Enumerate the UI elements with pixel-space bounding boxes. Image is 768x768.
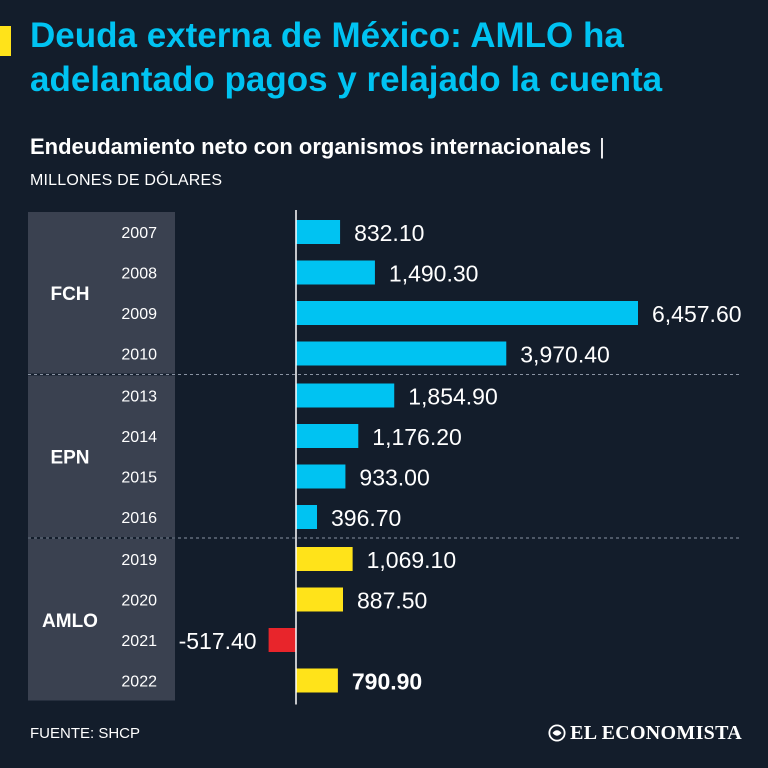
bar-2009 [296,301,638,325]
value-label-2015: 933.00 [359,465,429,491]
bar-2015 [296,464,346,489]
bar-2016 [296,505,318,529]
bar-2010 [296,341,507,366]
value-label-2021: -517.40 [179,628,257,654]
group-panel-fch [28,212,175,374]
year-label: 2009 [121,306,157,323]
value-label-2009: 6,457.60 [652,301,742,327]
page-title: Deuda externa de México: AMLO ha adelant… [30,16,663,99]
group-panel-amlo [28,539,175,701]
group-label-fch: FCH [50,284,89,305]
year-label: 2016 [121,510,157,527]
value-label-2022: 790.90 [352,669,422,695]
units-label: MILLONES DE DÓLARES [30,172,223,189]
bar-2021 [268,628,296,652]
year-label: 2021 [121,633,157,650]
year-label: 2015 [121,470,157,487]
value-label-2016: 396.70 [331,505,401,531]
bar-2007 [296,220,341,244]
bar-2022 [296,668,338,693]
value-label-2019: 1,069.10 [367,547,457,573]
bar-2008 [296,260,375,285]
title-accent-bar [0,26,11,56]
subtitle-separator: | [599,134,605,159]
bar-2019 [296,547,353,571]
year-label: 2007 [121,225,157,242]
year-label: 2013 [121,389,157,406]
year-label: 2019 [121,552,157,569]
value-label-2014: 1,176.20 [372,424,462,450]
logo-text: EL ECONOMISTA [570,722,742,744]
value-label-2010: 3,970.40 [520,342,610,368]
year-label: 2008 [121,266,157,283]
year-label: 2022 [121,674,157,691]
group-label-amlo: AMLO [42,611,98,632]
year-label: 2014 [121,429,157,446]
economista-logo-icon [548,724,566,742]
bar-2013 [296,383,395,408]
value-label-2020: 887.50 [357,588,427,614]
brand-logo: EL ECONOMISTA [548,720,742,746]
value-label-2007: 832.10 [354,220,424,246]
year-label: 2010 [121,347,157,364]
source-note: FUENTE: SHCP [30,725,141,742]
bar-2020 [296,587,344,612]
value-label-2008: 1,490.30 [389,261,479,287]
chart-subtitle: Endeudamiento neto con organismos intern… [30,133,605,161]
year-label: 2020 [121,593,157,610]
bar-2014 [296,424,359,448]
value-label-2013: 1,854.90 [408,384,498,410]
subtitle-text: Endeudamiento neto con organismos intern… [30,134,592,159]
group-label-epn: EPN [50,447,89,468]
group-panel-epn [28,375,175,537]
